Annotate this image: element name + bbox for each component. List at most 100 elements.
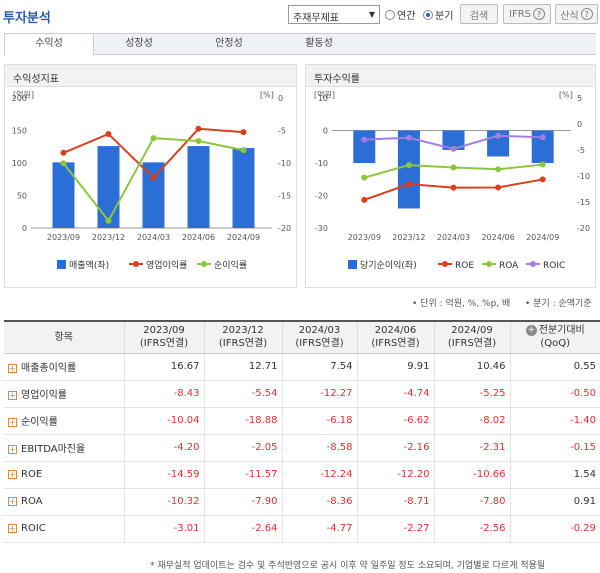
value-cell: -3.01 [123, 515, 204, 543]
tab-stability[interactable]: 안정성 [215, 38, 243, 49]
expand-plus-icon[interactable]: + [8, 390, 17, 400]
qoq-label: 전분기대비 [538, 325, 585, 337]
profitability-chart: [억원] [%] 0 50 100 150 200 0 -5 -10 -15 -20 2023/09 20… [12, 90, 291, 271]
line-point [361, 196, 368, 203]
page-title: 투자분석 [3, 11, 51, 26]
plus-circle-icon[interactable]: + [525, 324, 537, 336]
line-point [405, 181, 412, 188]
line-point [539, 134, 546, 141]
qoq-cell: -0.29 [509, 515, 600, 543]
legend-label: ROIC [543, 261, 565, 271]
y-left-tick-label: 0 [22, 224, 27, 233]
value-cell: -10.04 [123, 407, 204, 435]
legend-swatch [57, 260, 66, 269]
tab-activity[interactable]: 활동성 [305, 38, 333, 49]
row-label-cell[interactable]: + ROE [4, 461, 124, 489]
x-tick-label: 2024/03 [437, 233, 470, 242]
bar [52, 162, 75, 228]
top-bar: 투자분석 주재무제표 ▼ 연간 분기 검색 IFRS ? 산식 ? [0, 0, 600, 30]
row-label: 순이익률 [21, 417, 58, 428]
value-cell: -2.64 [203, 515, 282, 543]
formula-button[interactable]: 산식 ? [555, 4, 598, 24]
radio-annual[interactable]: 연간 [385, 7, 415, 22]
y-right-tick-label: -20 [278, 224, 291, 233]
line-point [60, 160, 67, 167]
line-point [105, 131, 112, 138]
legend-label: ROE [455, 261, 474, 271]
value-cell: -10.66 [433, 461, 510, 489]
legend-marker [201, 261, 207, 267]
row-label-cell[interactable]: + ROA [4, 488, 124, 516]
y-right-tick-label: -5 [278, 127, 286, 136]
table-row: + EBITDA마진율 -4.20 -2.05 -8.58 -2.16 -2.31 -0.15 [4, 434, 600, 462]
expand-plus-icon[interactable]: + [8, 469, 17, 479]
value-cell: -7.80 [433, 488, 510, 516]
y-right-tick-label: -10 [577, 172, 590, 181]
header-period-4: 2024/06 (IFRS연결) [356, 320, 434, 354]
value-cell: 10.46 [433, 353, 510, 381]
line-point [105, 217, 112, 224]
tab-growth[interactable]: 성장성 [125, 38, 153, 49]
expand-plus-icon[interactable]: + [8, 444, 17, 454]
expand-plus-icon[interactable]: + [8, 523, 17, 533]
statement-select[interactable]: 주재무제표 ▼ [288, 5, 380, 24]
row-label-cell[interactable]: + EBITDA마진율 [4, 434, 124, 462]
value-cell: -8.71 [356, 488, 434, 516]
y-right-tick-label: -15 [577, 198, 590, 207]
bar [531, 130, 554, 163]
row-label-cell[interactable]: + 매출총이익률 [4, 353, 124, 381]
ifrs-button[interactable]: IFRS ? [503, 4, 551, 24]
radio-quarter-dot[interactable] [423, 9, 433, 20]
tab-profitability[interactable]: 수익성 [4, 33, 94, 56]
value-cell: 7.54 [281, 353, 357, 381]
bar [187, 146, 210, 228]
search-button-label: 검색 [469, 10, 489, 22]
table-row: + ROE -14.59 -11.57 -12.24 -12.20 -10.66 1.54 [4, 461, 600, 489]
header-period-5: 2024/09 (IFRS연결) [433, 320, 510, 354]
value-cell: -6.18 [281, 407, 357, 435]
search-button[interactable]: 검색 [460, 4, 498, 24]
line-point [361, 174, 368, 181]
footnote: * 재무실적 업데이트는 검수 및 주석반영으로 공시 이후 약 일주일 정도 … [150, 561, 546, 571]
table-row: + 매출총이익률 16.67 12.71 7.54 9.91 10.46 0.55 [4, 353, 600, 381]
value-cell: 16.67 [123, 353, 204, 381]
row-label: EBITDA마진율 [21, 444, 86, 455]
line-point [495, 184, 502, 191]
right-unit-label: [%] [260, 91, 274, 100]
y-left-tick-label: 10 [318, 94, 328, 103]
legend-marker [530, 261, 536, 267]
radio-annual-dot[interactable] [385, 9, 395, 20]
line-point [405, 162, 412, 169]
value-cell: -5.25 [433, 380, 510, 408]
radio-quarter[interactable]: 분기 [423, 7, 453, 22]
formula-button-label: 산식 [560, 10, 579, 22]
profitability-chart-title: 수익성지표 [5, 65, 296, 87]
x-tick-label: 2023/09 [47, 233, 80, 242]
period-sub: (IFRS연결) [218, 338, 268, 350]
value-cell: -7.90 [203, 488, 282, 516]
bar [353, 130, 376, 163]
qoq-cell: 0.55 [509, 353, 600, 381]
table-row: + ROIC -3.01 -2.64 -4.77 -2.27 -2.56 -0.29 [4, 515, 600, 543]
row-label: 매출총이익률 [21, 363, 77, 374]
header-item: 항목 [4, 320, 124, 354]
header-period-1: 2023/09 (IFRS연결) [123, 320, 204, 354]
header-period-3: 2024/03 (IFRS연결) [281, 320, 357, 354]
line-point [405, 134, 412, 141]
line-point [495, 166, 502, 173]
expand-plus-icon[interactable]: + [8, 417, 17, 427]
value-cell: 12.71 [203, 353, 282, 381]
table-row: + ROA -10.32 -7.90 -8.36 -8.71 -7.80 0.91 [4, 488, 600, 516]
y-left-tick-label: 0 [323, 127, 328, 136]
return-chart: [억원] [%] 10 0 -10 -20 -30 5 0 -5 -10 -15 -20 2023/09 2… [314, 90, 590, 271]
row-label-cell[interactable]: + 순이익률 [4, 407, 124, 435]
row-label-cell[interactable]: + 영업이익률 [4, 380, 124, 408]
return-chart-title: 투자수익률 [306, 65, 595, 87]
row-label: ROIC [21, 523, 46, 534]
row-label-cell[interactable]: + ROIC [4, 515, 124, 543]
x-tick-label: 2024/09 [526, 233, 559, 242]
expand-plus-icon[interactable]: + [8, 496, 17, 506]
expand-plus-icon[interactable]: + [8, 363, 17, 373]
value-cell: -12.24 [281, 461, 357, 489]
qoq-cell: -1.40 [509, 407, 600, 435]
